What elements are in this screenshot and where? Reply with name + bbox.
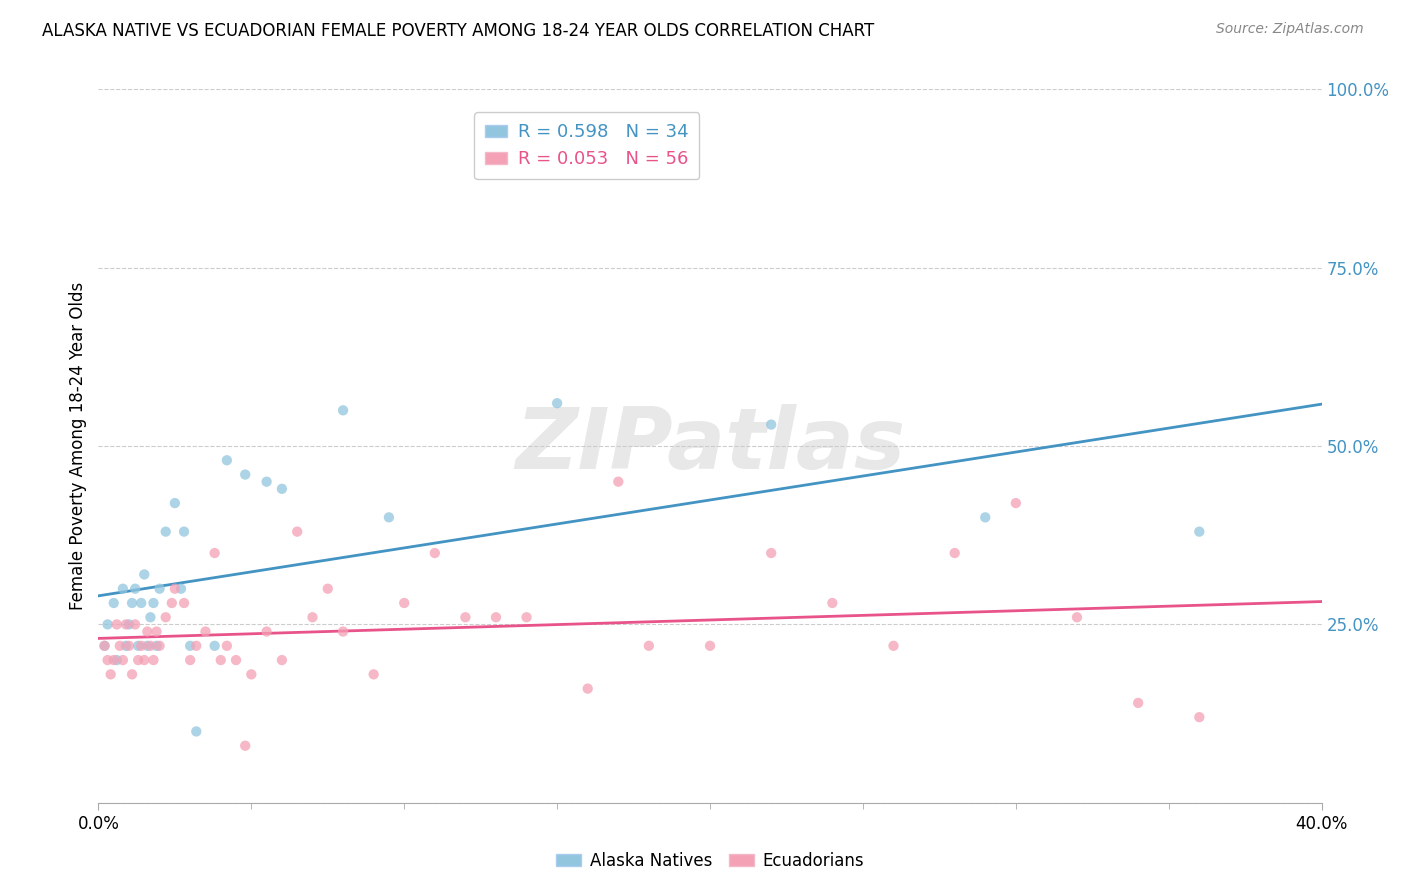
Point bbox=[111, 653, 134, 667]
Point bbox=[179, 639, 201, 653]
Point bbox=[97, 653, 120, 667]
Point bbox=[186, 724, 208, 739]
Point bbox=[100, 667, 122, 681]
Text: ZIPatlas: ZIPatlas bbox=[515, 404, 905, 488]
Point bbox=[127, 653, 149, 667]
Point bbox=[1128, 696, 1150, 710]
Point bbox=[194, 624, 217, 639]
Point bbox=[759, 546, 782, 560]
Point bbox=[821, 596, 844, 610]
Point bbox=[129, 639, 152, 653]
Point bbox=[163, 582, 186, 596]
Point bbox=[943, 546, 966, 560]
Point bbox=[97, 617, 120, 632]
Point bbox=[332, 403, 354, 417]
Point bbox=[136, 639, 159, 653]
Point bbox=[233, 739, 256, 753]
Point bbox=[215, 639, 238, 653]
Point bbox=[93, 639, 115, 653]
Point bbox=[516, 610, 538, 624]
Point bbox=[118, 639, 141, 653]
Point bbox=[155, 610, 177, 624]
Point bbox=[139, 639, 162, 653]
Point bbox=[204, 639, 226, 653]
Point bbox=[111, 582, 134, 596]
Point bbox=[256, 475, 278, 489]
Point bbox=[121, 667, 143, 681]
Point bbox=[215, 453, 238, 467]
Point bbox=[1066, 610, 1088, 624]
Point bbox=[1188, 710, 1211, 724]
Point bbox=[179, 653, 201, 667]
Point bbox=[392, 596, 416, 610]
Point bbox=[124, 617, 146, 632]
Point bbox=[103, 596, 125, 610]
Point bbox=[576, 681, 599, 696]
Point bbox=[485, 610, 508, 624]
Y-axis label: Female Poverty Among 18-24 Year Olds: Female Poverty Among 18-24 Year Olds bbox=[69, 282, 87, 610]
Point bbox=[160, 596, 183, 610]
Point bbox=[136, 624, 159, 639]
Legend: Alaska Natives, Ecuadorians: Alaska Natives, Ecuadorians bbox=[550, 846, 870, 877]
Point bbox=[173, 524, 195, 539]
Point bbox=[115, 617, 138, 632]
Point bbox=[1004, 496, 1026, 510]
Point bbox=[204, 546, 226, 560]
Point bbox=[142, 596, 165, 610]
Point bbox=[134, 653, 156, 667]
Point bbox=[270, 482, 292, 496]
Point bbox=[93, 639, 115, 653]
Point bbox=[127, 639, 149, 653]
Point bbox=[139, 610, 162, 624]
Point bbox=[149, 582, 172, 596]
Point bbox=[316, 582, 339, 596]
Point bbox=[124, 582, 146, 596]
Text: Source: ZipAtlas.com: Source: ZipAtlas.com bbox=[1216, 22, 1364, 37]
Point bbox=[108, 639, 131, 653]
Point bbox=[454, 610, 477, 624]
Point bbox=[105, 617, 128, 632]
Point bbox=[209, 653, 232, 667]
Point bbox=[378, 510, 401, 524]
Point bbox=[332, 624, 354, 639]
Point bbox=[1188, 524, 1211, 539]
Point bbox=[145, 624, 167, 639]
Point bbox=[149, 639, 172, 653]
Point bbox=[240, 667, 263, 681]
Point bbox=[363, 667, 385, 681]
Point bbox=[285, 524, 308, 539]
Point bbox=[974, 510, 997, 524]
Point bbox=[105, 653, 128, 667]
Point bbox=[256, 624, 278, 639]
Point bbox=[142, 653, 165, 667]
Point bbox=[759, 417, 782, 432]
Point bbox=[155, 524, 177, 539]
Point bbox=[607, 475, 630, 489]
Point bbox=[173, 596, 195, 610]
Point bbox=[129, 596, 152, 610]
Point bbox=[163, 496, 186, 510]
Point bbox=[423, 546, 446, 560]
Point bbox=[546, 396, 568, 410]
Point bbox=[145, 639, 167, 653]
Point bbox=[118, 617, 141, 632]
Point bbox=[233, 467, 256, 482]
Text: ALASKA NATIVE VS ECUADORIAN FEMALE POVERTY AMONG 18-24 YEAR OLDS CORRELATION CHA: ALASKA NATIVE VS ECUADORIAN FEMALE POVER… bbox=[42, 22, 875, 40]
Point bbox=[301, 610, 323, 624]
Point bbox=[103, 653, 125, 667]
Point bbox=[115, 639, 138, 653]
Point bbox=[225, 653, 247, 667]
Point bbox=[883, 639, 905, 653]
Point bbox=[699, 639, 721, 653]
Point bbox=[637, 639, 661, 653]
Point bbox=[121, 596, 143, 610]
Point bbox=[170, 582, 193, 596]
Point bbox=[186, 639, 208, 653]
Point bbox=[270, 653, 292, 667]
Point bbox=[134, 567, 156, 582]
